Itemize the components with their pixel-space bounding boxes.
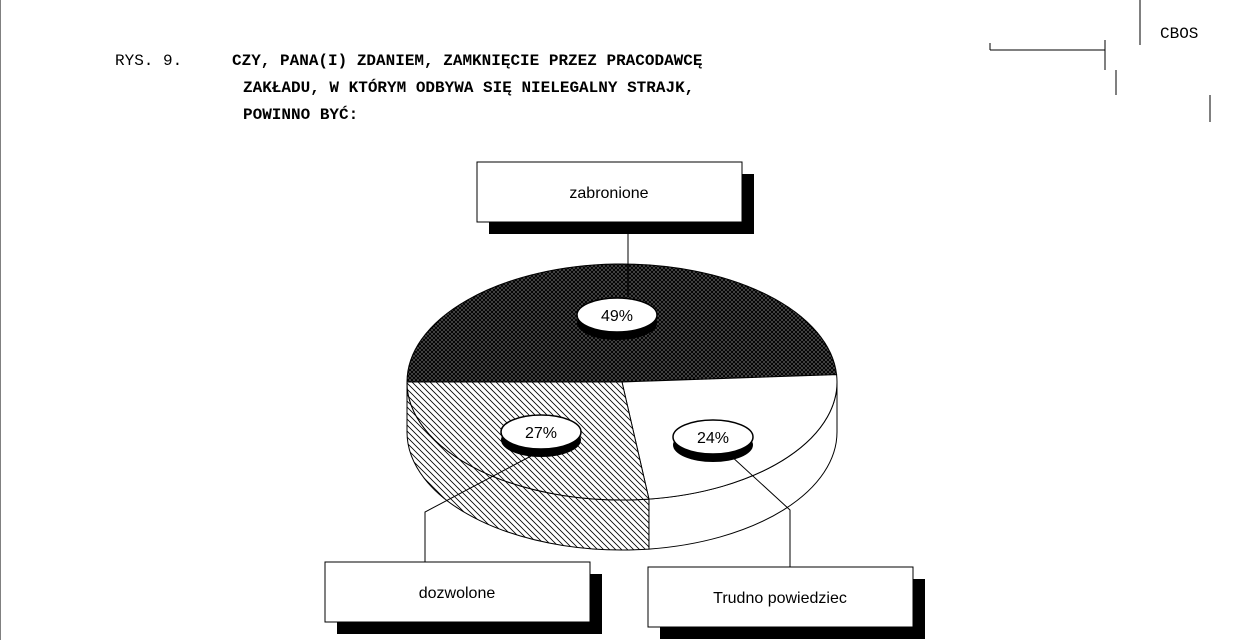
value-pill — [500, 414, 582, 450]
title-prefix: RYS. 9. — [115, 52, 182, 70]
title: ZAKŁADU, W KTÓRYM ODBYWA SIĘ NIELEGALNY … — [243, 78, 694, 97]
value-label: 49% — [601, 308, 633, 325]
label-box — [647, 566, 914, 628]
category-label: zabronione — [569, 185, 648, 202]
leader-line — [424, 454, 534, 562]
header: CBOS — [1160, 25, 1198, 43]
category-label: dozwolone — [419, 585, 496, 602]
value-pill — [576, 297, 658, 333]
value-label: 24% — [697, 430, 729, 447]
label-box — [324, 561, 591, 623]
value-label: 27% — [525, 425, 557, 442]
title: CZY, PANA(I) ZDANIEM, ZAMKNIĘCIE PRZEZ P… — [232, 52, 702, 70]
title: POWINNO BYĆ: — [243, 105, 358, 124]
category-label: Trudno powiedziec — [713, 590, 847, 607]
label-box — [476, 161, 743, 223]
leader-line — [729, 454, 791, 567]
value-pill — [672, 419, 754, 455]
